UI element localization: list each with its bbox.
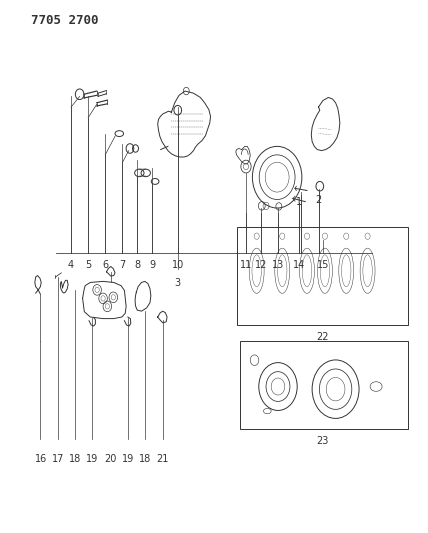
Text: 18: 18 <box>139 454 151 464</box>
Text: 19: 19 <box>122 454 134 464</box>
Text: 13: 13 <box>272 260 284 270</box>
Text: 8: 8 <box>134 260 140 270</box>
Text: 20: 20 <box>104 454 117 464</box>
Text: 17: 17 <box>52 454 65 464</box>
Text: 2: 2 <box>315 195 322 205</box>
Text: 12: 12 <box>255 260 267 270</box>
Text: 3: 3 <box>175 278 181 288</box>
Text: 21: 21 <box>157 454 169 464</box>
Text: 5: 5 <box>85 260 91 270</box>
Text: 11: 11 <box>240 260 252 270</box>
Text: 1: 1 <box>296 197 303 207</box>
Text: 22: 22 <box>317 332 329 342</box>
Text: 15: 15 <box>317 260 329 270</box>
Text: 18: 18 <box>69 454 81 464</box>
Text: 6: 6 <box>102 260 108 270</box>
Text: 16: 16 <box>35 454 48 464</box>
Text: 4: 4 <box>68 260 74 270</box>
Bar <box>238 227 408 325</box>
Text: 23: 23 <box>317 435 329 446</box>
Text: 19: 19 <box>86 454 98 464</box>
Text: 9: 9 <box>149 260 155 270</box>
Text: 7: 7 <box>119 260 125 270</box>
Bar <box>240 341 408 429</box>
Text: 7705 2700: 7705 2700 <box>30 14 98 27</box>
Text: 10: 10 <box>172 260 184 270</box>
Text: 14: 14 <box>293 260 306 270</box>
